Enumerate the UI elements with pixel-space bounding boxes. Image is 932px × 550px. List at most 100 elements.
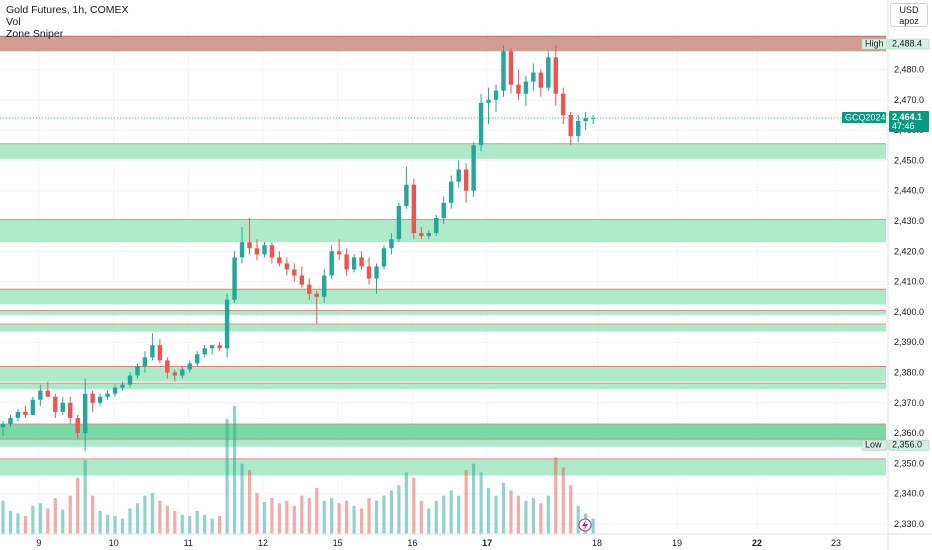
candle-body[interactable]: [105, 393, 110, 397]
zone-sniper-indicator-label[interactable]: Zone Sniper: [6, 28, 64, 40]
candle-body[interactable]: [75, 417, 80, 434]
candle-body[interactable]: [314, 293, 319, 297]
currency-unit-box[interactable]: USD apoz: [890, 3, 928, 27]
candle-body[interactable]: [135, 366, 140, 376]
price-axis[interactable]: 2,330.0 2,340.0 2,350.0 2,360.0 2,370.0 2,380…: [887, 0, 924, 550]
candle-body[interactable]: [419, 233, 424, 237]
candle-body[interactable]: [277, 257, 282, 264]
price-tick-label: 2,440.0: [894, 186, 924, 196]
candle-body[interactable]: [68, 402, 73, 418]
candle-body[interactable]: [523, 81, 529, 94]
volume-bar: [412, 477, 416, 534]
candle-body[interactable]: [209, 345, 215, 349]
candle-body[interactable]: [262, 245, 267, 255]
volume-bar: [457, 495, 461, 534]
candle-body[interactable]: [307, 284, 312, 294]
candle-body[interactable]: [82, 393, 88, 434]
symbol-title[interactable]: Gold Futures, 1h, COMEX: [6, 4, 129, 16]
candle-body[interactable]: [120, 384, 125, 388]
volume-bar: [247, 470, 252, 534]
candle-body[interactable]: [501, 51, 506, 91]
time-axis[interactable]: 9 10 11 12 15 16 17 18 19 22 23: [0, 518, 932, 548]
candle-body[interactable]: [583, 117, 588, 122]
candle-body[interactable]: [411, 184, 417, 234]
candle-body[interactable]: [434, 217, 439, 234]
candle-body[interactable]: [486, 99, 491, 103]
candle-body[interactable]: [53, 396, 58, 412]
candle-body[interactable]: [471, 145, 476, 191]
candle-body[interactable]: [239, 242, 245, 258]
time-tick-label: 12: [258, 538, 268, 548]
candle-body[interactable]: [195, 354, 200, 364]
candle-body[interactable]: [322, 275, 327, 297]
candle-body[interactable]: [38, 390, 43, 400]
candle-body[interactable]: [441, 202, 446, 218]
low-value-tag: 2,356.0: [888, 440, 930, 451]
candles[interactable]: [0, 45, 596, 452]
candle-body[interactable]: [426, 233, 431, 237]
candle-body[interactable]: [23, 411, 28, 415]
candle-body[interactable]: [0, 424, 6, 428]
candle-body[interactable]: [202, 348, 207, 355]
candle-body[interactable]: [456, 169, 461, 182]
candle-body[interactable]: [254, 248, 260, 255]
candle-body[interactable]: [269, 245, 275, 258]
candle-body[interactable]: [575, 121, 581, 137]
volume-bar: [591, 518, 595, 534]
candle-body[interactable]: [531, 72, 536, 82]
candle-body[interactable]: [97, 396, 103, 403]
candle-body[interactable]: [172, 372, 178, 376]
candle-body[interactable]: [463, 169, 469, 191]
candle-body[interactable]: [449, 181, 454, 203]
candle-body[interactable]: [478, 102, 484, 146]
candle-body[interactable]: [90, 393, 95, 403]
candle-body[interactable]: [561, 93, 566, 115]
candle-body[interactable]: [217, 345, 222, 349]
candle-body[interactable]: [404, 184, 409, 206]
candle-body[interactable]: [247, 242, 252, 249]
candle-body[interactable]: [60, 402, 65, 412]
price-tick-label: 2,400.0: [894, 307, 924, 317]
candle-body[interactable]: [292, 269, 297, 276]
candle-body[interactable]: [568, 114, 573, 137]
candle-body[interactable]: [374, 266, 379, 279]
candle-body[interactable]: [329, 251, 334, 276]
candle-body[interactable]: [180, 369, 185, 376]
candle-body[interactable]: [336, 251, 342, 255]
candle-body[interactable]: [351, 257, 357, 270]
candle-body[interactable]: [150, 345, 155, 358]
candle-body[interactable]: [30, 399, 36, 415]
candle-body[interactable]: [15, 411, 21, 418]
candle-body[interactable]: [8, 417, 13, 425]
candle-body[interactable]: [299, 275, 304, 285]
candle-body[interactable]: [187, 363, 192, 370]
lightning-icon[interactable]: [578, 518, 592, 532]
candle-body[interactable]: [224, 299, 230, 349]
candle-body[interactable]: [112, 387, 118, 394]
candle-body[interactable]: [157, 345, 163, 361]
candle-body[interactable]: [381, 248, 387, 267]
candle-body[interactable]: [165, 360, 170, 373]
candle-body[interactable]: [232, 257, 237, 300]
candle-body[interactable]: [493, 90, 499, 100]
volume-bar: [188, 516, 192, 534]
candle-body[interactable]: [590, 117, 596, 119]
candle-body[interactable]: [389, 239, 394, 249]
candle-body[interactable]: [538, 72, 544, 88]
volume-bar: [76, 477, 80, 534]
candle-body[interactable]: [359, 257, 364, 267]
candle-body[interactable]: [508, 51, 514, 85]
candle-body[interactable]: [344, 254, 349, 270]
candle-body[interactable]: [142, 357, 148, 367]
candle-body[interactable]: [553, 57, 558, 94]
candle-body[interactable]: [396, 205, 402, 240]
candle-body[interactable]: [546, 57, 551, 88]
vol-indicator-label[interactable]: Vol: [6, 16, 21, 28]
candle-body[interactable]: [45, 390, 51, 397]
candle-body[interactable]: [516, 84, 521, 94]
candle-body[interactable]: [284, 263, 290, 270]
candle-body[interactable]: [127, 375, 133, 385]
candle-body[interactable]: [366, 266, 372, 279]
